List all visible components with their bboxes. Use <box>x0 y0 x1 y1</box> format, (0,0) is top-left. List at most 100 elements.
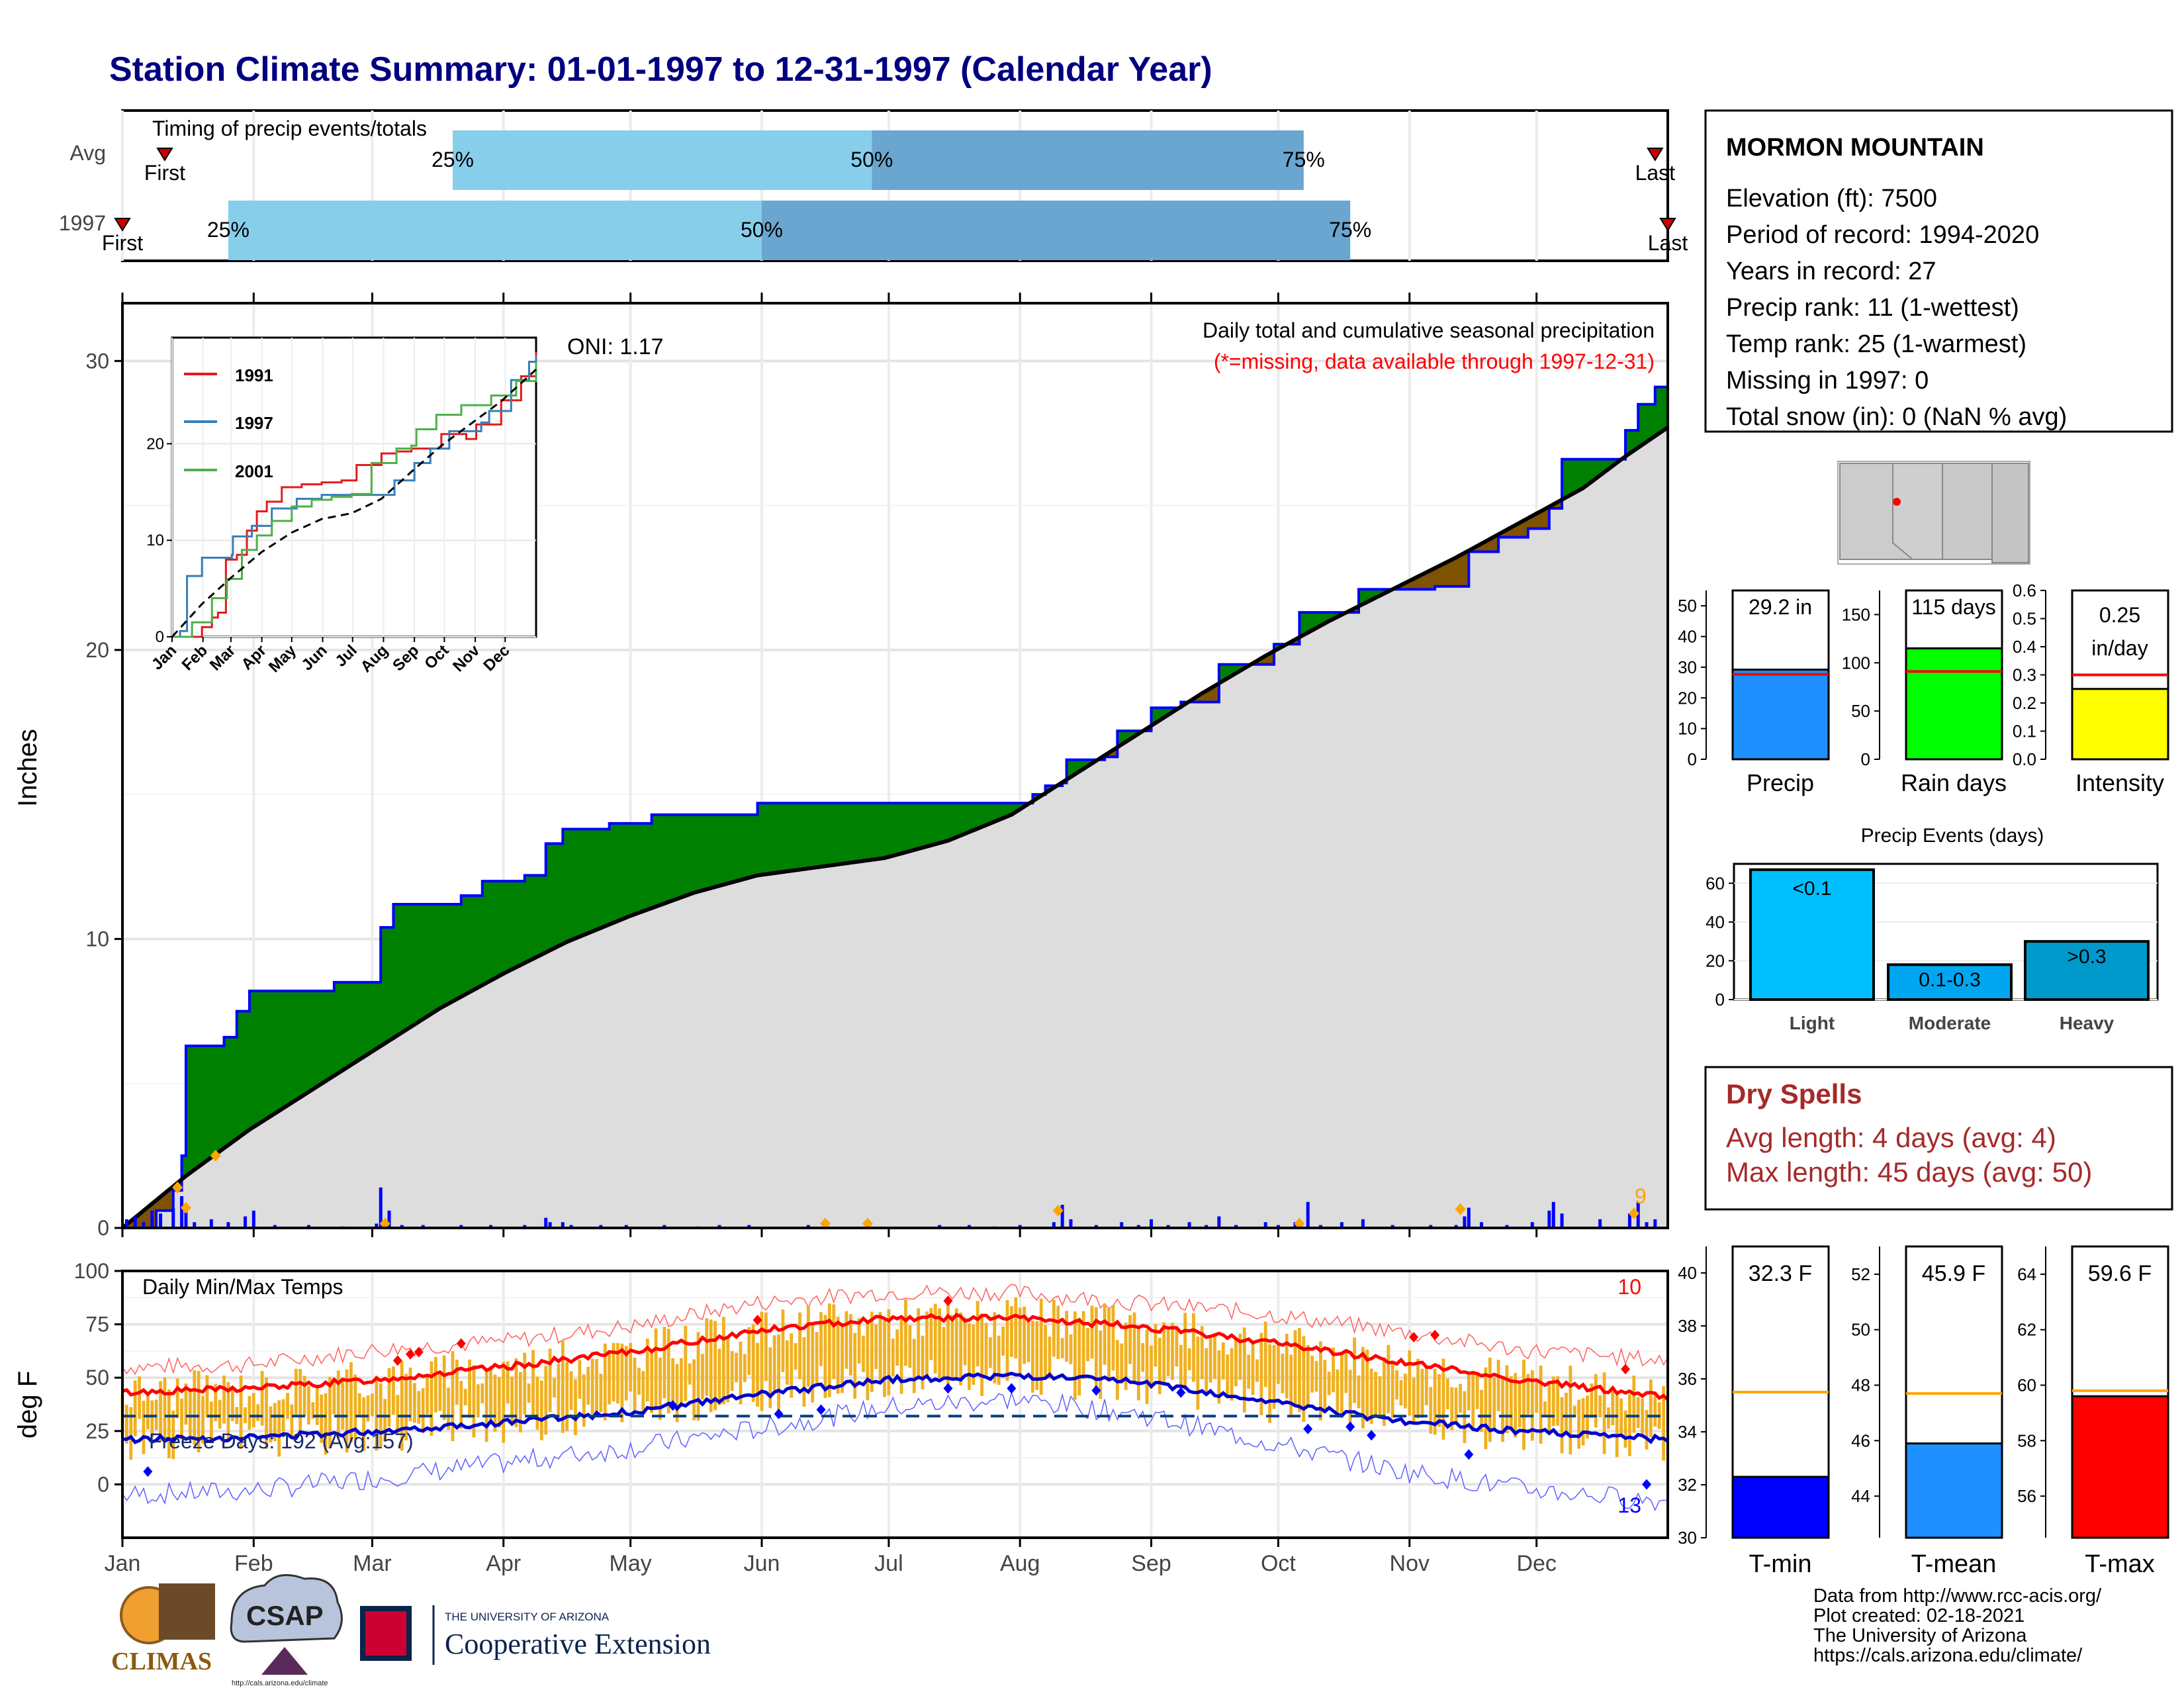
daily-temp-range-bar <box>171 1410 175 1460</box>
daily-temp-range-bar <box>218 1399 222 1429</box>
cumulative-difference-slice <box>833 802 839 866</box>
daily-temp-range-bar <box>518 1372 522 1432</box>
daily-temp-range-bar <box>1005 1299 1009 1381</box>
daily-temp-range-bar <box>1336 1369 1340 1413</box>
cumulative-difference-slice <box>625 823 631 918</box>
cumulative-difference-slice <box>655 814 660 907</box>
daily-temp-range-bar <box>447 1387 450 1430</box>
daily-temp-range-bar <box>1454 1387 1458 1423</box>
cumulative-difference-slice <box>918 802 923 849</box>
station-frame <box>1704 109 2173 433</box>
daily-precip-bar <box>1094 1225 1098 1228</box>
cumulative-difference-slice <box>291 990 296 1103</box>
daily-temp-range-bar <box>1099 1330 1103 1399</box>
cumulative-difference-slice <box>694 814 699 893</box>
inset-legend: 1991 1997 2001 <box>184 365 273 481</box>
daily-temp-range-bar <box>502 1362 506 1443</box>
tmin-label: T-min <box>1749 1550 1812 1578</box>
cumulative-difference-slice <box>613 823 618 923</box>
cumulative-difference-slice <box>473 895 478 990</box>
daily-temp-range-bar <box>946 1301 950 1391</box>
daily-precip-bar <box>159 1213 163 1228</box>
daily-temp-range-bar <box>701 1354 704 1400</box>
daily-temp-range-bar <box>1332 1347 1336 1393</box>
daily-temp-range-bar <box>578 1360 582 1399</box>
daily-precip-bar <box>306 1225 310 1228</box>
daily-temp-range-bar <box>163 1377 167 1442</box>
timing-marker-first-y1997 <box>114 218 131 232</box>
daily-precip-bar <box>171 1207 175 1228</box>
daily-temp-range-bar <box>1369 1368 1373 1425</box>
cumulative-difference-slice <box>808 802 813 869</box>
heavy-event-marker <box>819 1217 831 1230</box>
cumulative-difference-slice <box>478 895 483 988</box>
daily-temp-range-bar <box>302 1376 306 1417</box>
daily-temp-range-bar <box>1086 1327 1089 1362</box>
station-elevation: Elevation (ft): 7500 <box>1726 185 1937 212</box>
daily-temp-range-bar <box>286 1393 289 1419</box>
month-tick-label: Jun <box>744 1551 780 1576</box>
daily-temp-range-bar <box>1395 1370 1398 1400</box>
cumulative-difference-slice <box>295 990 300 1101</box>
cumulative-difference-slice <box>418 904 424 1023</box>
daily-temp-range-bar <box>1226 1354 1230 1399</box>
ua-logo: THE UNIVERSITY OF ARIZONA Cooperative Ex… <box>360 1605 711 1665</box>
daily-temp-range-bar <box>1526 1374 1530 1415</box>
daily-temp-range-bar <box>1255 1359 1259 1382</box>
cumulative-difference-slice <box>943 802 948 843</box>
daily-temp-range-bar <box>680 1358 683 1407</box>
daily-precip-bar <box>273 1225 277 1228</box>
daily-precip-bar <box>548 1222 552 1228</box>
daily-precip-bar <box>1636 1201 1640 1228</box>
cumulative-difference-slice <box>257 990 263 1125</box>
daily-temp-range-bar <box>193 1370 197 1445</box>
daily-temp-range-bar <box>785 1340 789 1385</box>
daily-temp-range-bar <box>1623 1410 1627 1448</box>
daily-temp-range-bar <box>1208 1336 1212 1383</box>
daily-temp-range-bar <box>1319 1341 1322 1421</box>
cumulative-difference-slice <box>761 802 766 875</box>
daily-temp-range-bar <box>1437 1374 1441 1427</box>
events-title: Precip Events (days) <box>1861 825 2044 847</box>
daily-temp-range-bar <box>1628 1393 1631 1456</box>
daily-temp-range-bar <box>1496 1360 1500 1411</box>
daily-temp-range-bar <box>150 1400 154 1438</box>
daily-precip-bars <box>124 1149 1657 1230</box>
cumulative-difference-slice <box>880 802 885 859</box>
daily-temp-range-bar <box>222 1376 226 1424</box>
event-tag-heavy: >0.3 <box>2067 946 2106 968</box>
daily-temp-range-bar <box>455 1360 459 1405</box>
daily-temp-range-bar <box>1077 1317 1081 1396</box>
record-low-marker <box>816 1404 826 1415</box>
daily-temp-range-bar <box>1459 1383 1462 1413</box>
daily-temp-range-bar <box>857 1318 861 1364</box>
cumulative-difference-slice <box>240 1011 246 1137</box>
daily-temp-range-bar <box>142 1401 146 1454</box>
events-tick-label: 20 <box>1706 951 1725 970</box>
daily-temp-range-bar <box>751 1324 755 1402</box>
tmin-tick-label: 40 <box>1678 1263 1697 1283</box>
daily-precip-bar <box>599 1225 603 1228</box>
daily-temp-range-bar <box>1539 1365 1543 1444</box>
events-tick-label: 0 <box>1715 990 1725 1009</box>
record-low-marker <box>774 1409 784 1420</box>
daily-temp-range-bar <box>925 1311 929 1379</box>
daily-temp-range-bar <box>684 1326 688 1401</box>
daily-temp-range-bar <box>603 1343 607 1421</box>
daily-temp-range-bar <box>256 1404 260 1421</box>
daily-precip-bar <box>1150 1219 1154 1228</box>
cumulative-difference-slice <box>435 904 441 1011</box>
intensity-tick-label: 0.3 <box>2013 665 2036 685</box>
daily-temp-range-bar <box>294 1368 298 1416</box>
daily-temp-range-bar <box>417 1391 421 1424</box>
daily-temp-range-bar <box>1154 1324 1158 1367</box>
daily-temp-range-bar <box>392 1366 395 1415</box>
daily-temp-range-bars <box>120 1297 1666 1461</box>
daily-temp-range-bar <box>726 1336 730 1403</box>
daily-temp-range-bar <box>671 1358 675 1411</box>
temp-y-label: deg F <box>13 1371 42 1438</box>
cumulative-difference-slice <box>575 829 580 939</box>
daily-precip-bar <box>226 1222 230 1228</box>
